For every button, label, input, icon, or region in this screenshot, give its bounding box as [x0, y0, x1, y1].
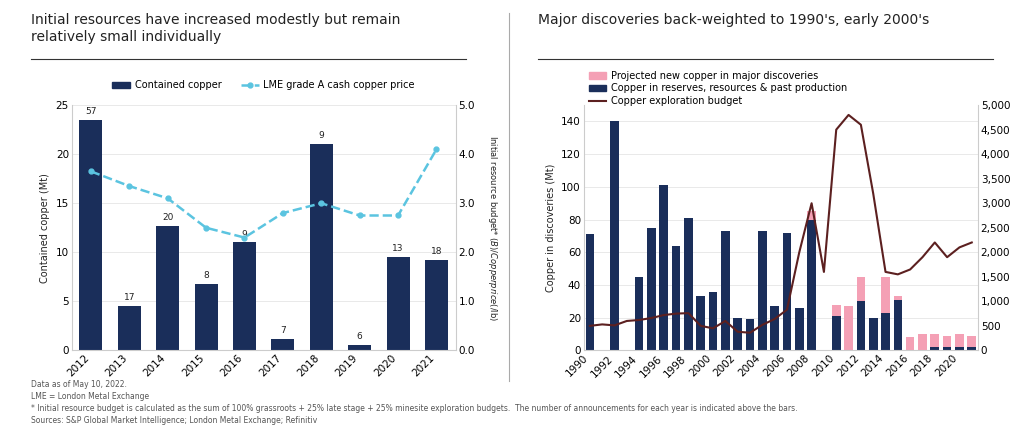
- Bar: [931, 347, 939, 350]
- Bar: [795, 308, 804, 350]
- Text: Major discoveries back-weighted to 1990's, early 2000's: Major discoveries back-weighted to 1990'…: [538, 13, 929, 27]
- Bar: [709, 292, 718, 350]
- Bar: [943, 347, 951, 350]
- Bar: [80, 120, 102, 350]
- Bar: [831, 316, 841, 350]
- Legend: Projected new copper in major discoveries, Copper in reserves, resources & past : Projected new copper in major discoverie…: [589, 71, 847, 106]
- Bar: [745, 319, 755, 350]
- Text: 18: 18: [431, 247, 442, 256]
- Text: 7: 7: [280, 326, 286, 335]
- Text: 20: 20: [162, 213, 173, 222]
- Bar: [118, 306, 141, 350]
- Text: Data as of May 10, 2022.
LME = London Metal Exchange
* Initial resource budget i: Data as of May 10, 2022. LME = London Me…: [31, 381, 798, 425]
- Bar: [955, 347, 964, 350]
- Bar: [721, 231, 730, 350]
- Bar: [782, 233, 792, 350]
- Bar: [919, 334, 927, 350]
- Bar: [271, 339, 295, 350]
- Bar: [195, 284, 218, 350]
- Text: Initial resources have increased modestly but remain
relatively small individual: Initial resources have increased modestl…: [31, 13, 400, 44]
- Bar: [387, 257, 410, 350]
- Bar: [968, 347, 976, 350]
- Y-axis label: Contained copper (Mt): Contained copper (Mt): [40, 173, 50, 283]
- Bar: [647, 228, 655, 350]
- Text: 9: 9: [318, 131, 325, 141]
- Bar: [770, 306, 779, 350]
- Bar: [943, 336, 951, 347]
- Bar: [894, 297, 902, 300]
- Text: 17: 17: [124, 293, 135, 302]
- Bar: [233, 243, 256, 350]
- Bar: [856, 301, 865, 350]
- Bar: [807, 212, 816, 219]
- Bar: [758, 231, 767, 350]
- Bar: [894, 300, 902, 350]
- Legend: Contained copper, LME grade A cash copper price: Contained copper, LME grade A cash coppe…: [113, 81, 415, 90]
- Bar: [586, 234, 594, 350]
- Bar: [348, 345, 371, 350]
- Bar: [807, 219, 816, 350]
- Bar: [310, 145, 333, 350]
- Y-axis label: Copper in discoveries (Mt): Copper in discoveries (Mt): [546, 163, 556, 292]
- Bar: [882, 277, 890, 313]
- Text: 6: 6: [356, 332, 362, 341]
- Bar: [425, 260, 449, 350]
- Bar: [856, 277, 865, 301]
- Bar: [869, 318, 878, 350]
- Bar: [659, 185, 668, 350]
- Y-axis label: Initial resource budget* ($B) / Copper price ($/lb): Initial resource budget* ($B) / Copper p…: [486, 135, 499, 321]
- Text: 57: 57: [85, 107, 96, 116]
- Bar: [672, 246, 680, 350]
- Bar: [696, 297, 706, 350]
- Text: 13: 13: [392, 244, 403, 253]
- Text: 8: 8: [203, 271, 209, 280]
- Bar: [635, 277, 643, 350]
- Bar: [906, 337, 914, 350]
- Bar: [610, 121, 618, 350]
- Bar: [844, 306, 853, 350]
- Bar: [968, 336, 976, 347]
- Bar: [831, 304, 841, 316]
- Bar: [733, 318, 742, 350]
- Bar: [684, 218, 692, 350]
- Text: 9: 9: [242, 230, 248, 239]
- Bar: [157, 226, 179, 350]
- Bar: [931, 334, 939, 347]
- Bar: [955, 334, 964, 347]
- Bar: [882, 313, 890, 350]
